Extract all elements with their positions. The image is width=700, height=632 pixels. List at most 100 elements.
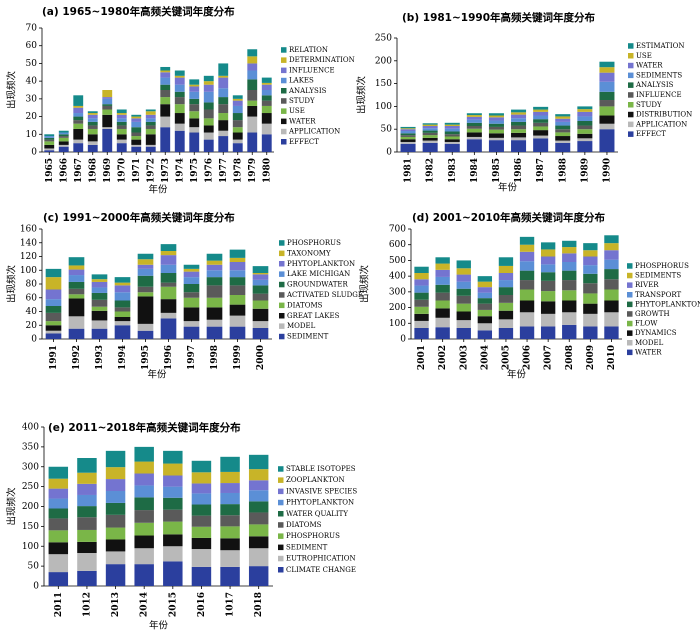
bar-segment-great-lakes: [68, 298, 85, 317]
bar-segment-transport: [519, 261, 535, 271]
bar-segment-growth: [519, 280, 535, 290]
bar-segment-phosphorus: [48, 530, 69, 543]
bar-segment-influence: [203, 84, 214, 92]
bar-segment-phosphorus: [45, 268, 62, 278]
bar-segment-diatoms: [183, 297, 200, 308]
legend-swatch: [279, 281, 285, 288]
bar-segment-water: [102, 114, 113, 128]
bar-segment-relation: [73, 95, 84, 106]
legend-swatch: [627, 320, 633, 327]
bar-segment-analysis: [488, 123, 504, 127]
bar-segment-stable-isotopes: [248, 454, 269, 470]
legend-label: SEDIMENTS: [635, 272, 681, 280]
x-tick-label: 1017: [226, 592, 236, 617]
legend-label: DISTRIBUTION: [636, 111, 692, 119]
x-tick-label: 1988: [558, 158, 568, 183]
bar-segment-analysis: [203, 102, 214, 110]
legend-swatch: [628, 102, 634, 108]
bar-segment-influence: [218, 77, 229, 89]
bar-segment-climate-change: [191, 566, 212, 586]
bar-segment-diatoms: [134, 510, 154, 523]
bar-segment-study: [203, 109, 214, 119]
bar-segment-sediment: [137, 330, 154, 339]
bar-segment-estimation: [599, 61, 615, 68]
bar-segment-activated-sludge: [206, 285, 223, 298]
bar-segment-phosphorus: [583, 243, 598, 251]
bar-segment-effect: [174, 130, 185, 152]
bar-segment-model: [414, 320, 429, 328]
bar-segment-application: [160, 116, 171, 128]
bar-segment-use: [189, 111, 200, 119]
y-tick-label: 350: [22, 442, 39, 452]
bar-segment-sediments: [400, 131, 416, 134]
bar-segment-taxonomy: [160, 251, 177, 256]
bar-segment-estimation: [466, 113, 482, 116]
bar-segment-growth: [498, 295, 514, 303]
bar-segment-water: [174, 113, 185, 124]
bar-segment-sediment: [248, 536, 269, 549]
bar-segment-model: [229, 315, 246, 327]
bar-segment-eutrophication: [105, 551, 126, 565]
legend-swatch: [628, 53, 634, 59]
bar-segment-phytoplankton: [252, 274, 269, 280]
bar-segment-transport: [414, 285, 429, 293]
bar-segment-model: [160, 312, 177, 319]
bar-segment-stable-isotopes: [77, 458, 97, 473]
legend-item: GREAT LAKES: [279, 312, 340, 320]
legend-label: LAKE MICHIGAN: [287, 270, 350, 278]
bar-segment-diatoms: [105, 514, 126, 528]
x-tick-label: 1979: [248, 158, 258, 183]
legend-label: PHOSPHORUS: [635, 262, 689, 270]
y-tick-label: 50: [28, 562, 40, 572]
bar-segment-phosphorus: [163, 521, 183, 535]
chart-title: (d) 2001~2010年高频关键词年度分布: [412, 211, 606, 224]
bar-segment-phosphorus: [435, 257, 450, 264]
legend-item: MODEL: [279, 322, 316, 330]
bar-segment-growth: [477, 303, 493, 310]
legend-item: STUDY: [628, 101, 662, 109]
y-tick-label: 200: [389, 303, 406, 313]
legend-label: GROUNDWATER: [287, 281, 349, 289]
bar-segment-application: [247, 116, 258, 133]
y-tick-label: 300: [22, 462, 39, 472]
bar-segment-effect: [218, 136, 229, 152]
bar-segment-analysis: [102, 104, 113, 106]
bar-segment-study: [555, 132, 571, 137]
bar-segment-groundwater: [137, 275, 154, 287]
x-tick-label: 1993: [95, 345, 105, 370]
legend-label: ZOOPLANKTON: [286, 476, 345, 484]
legend: PHOSPHORUS TAXONOMY PHYTOPLANKTON LAKE MICH…: [279, 239, 363, 341]
bar-segment-water-quality: [77, 506, 97, 518]
bar-segment-groundwater: [229, 277, 246, 286]
bar-segment-climate-change: [220, 566, 240, 586]
bar-segment-water: [466, 116, 482, 120]
x-tick-label: 1990: [602, 158, 612, 183]
chart-panel-d: (d) 2001~2010年高频关键词年度分布 0 100 200 300 400 500 6…: [359, 211, 700, 381]
bar-segment-sediment: [220, 538, 240, 551]
bar-segment-phosphorus: [604, 235, 619, 244]
bar-segment-sediment: [191, 537, 212, 550]
bar-segment-effect: [87, 144, 98, 152]
legend-label: PHYTOPLANKTON: [635, 300, 700, 308]
bar-segment-zooplankton: [105, 467, 126, 480]
legend-item: USE: [628, 52, 652, 60]
bar-segment-application: [174, 123, 185, 131]
legend-label: STUDY: [289, 97, 315, 105]
bar-segment-transport: [604, 259, 619, 270]
bar-segment-water: [577, 111, 593, 117]
bar-segment-transport: [583, 265, 598, 274]
bar-segment-lake-michigan: [68, 275, 85, 282]
bar-segment-sediment: [163, 534, 183, 547]
bar-segment-phosphorus: [562, 240, 577, 248]
bar-segment-application: [44, 148, 55, 151]
bar-segment-water: [160, 104, 171, 117]
bar-segment-transport: [477, 292, 493, 299]
bar-segment-lake-michigan: [137, 268, 154, 276]
bar-segment-water: [414, 328, 429, 339]
bar-segment-study: [189, 104, 200, 112]
bar-segment-water: [583, 326, 598, 339]
x-tick-label: 1967: [74, 158, 84, 183]
bar-segment-study: [444, 136, 460, 140]
bar-segment-sediments: [488, 120, 504, 124]
x-tick-label: 2001: [417, 345, 427, 370]
